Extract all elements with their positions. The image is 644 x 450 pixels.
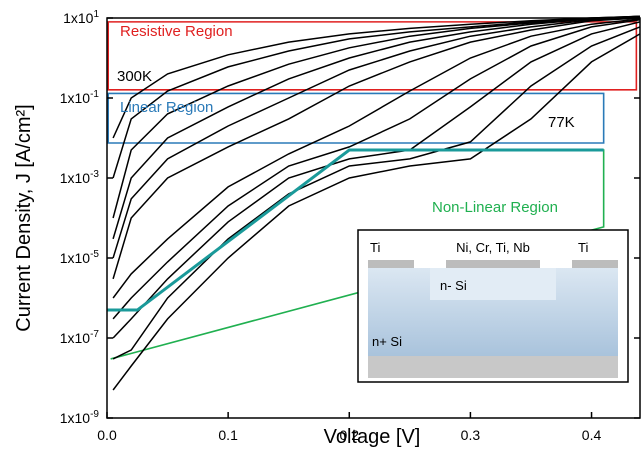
y-tick-exponent: -3 <box>90 169 99 180</box>
y-tick-exponent: -5 <box>90 249 99 260</box>
data-line <box>112 17 641 280</box>
region-label: Linear Region <box>120 99 213 116</box>
y-tick-label: 1x10-7 <box>60 329 100 346</box>
data-line <box>112 15 641 240</box>
region-outline <box>107 92 605 144</box>
inset-label: n+ Si <box>372 334 402 349</box>
data-line <box>112 19 641 320</box>
plot-frame <box>106 17 641 419</box>
y-tick-base: 1x10 <box>60 250 91 266</box>
annotation: 300K <box>117 68 152 85</box>
inset-right-contact <box>572 260 618 268</box>
y-tick-base: 1x10 <box>60 410 91 426</box>
inset-label: n- Si <box>440 278 467 293</box>
y-tick-label: 1x10-3 <box>60 169 100 186</box>
inset-diagram: Ni, Cr, Ti, Nb n- Si Ti Ti n+ Si <box>357 229 629 383</box>
data-line <box>112 26 641 360</box>
y-tick-label: 1x10-1 <box>60 89 100 106</box>
inset-top-metal <box>446 260 540 268</box>
inset-label: Ti <box>578 240 588 255</box>
plot-area: Resistive Region Linear Region Non-Linear … <box>60 9 641 443</box>
data-line <box>112 15 641 179</box>
x-tick-label: 0.4 <box>582 427 602 443</box>
y-tick-base: 1x10 <box>63 10 94 26</box>
y-tick-exponent: 1 <box>93 9 99 20</box>
y-tick-label: 1x101 <box>63 9 99 26</box>
x-tick-label: 0.0 <box>97 427 117 443</box>
x-tick-label: 0.1 <box>218 427 238 443</box>
data-line <box>112 33 641 391</box>
region-label: Resistive Region <box>120 23 233 40</box>
y-tick-exponent: -1 <box>90 89 99 100</box>
y-tick-label: 1x10-5 <box>60 249 100 266</box>
data-line <box>112 16 641 259</box>
region-outline <box>107 21 638 91</box>
data-line <box>112 15 641 219</box>
x-tick-label: 0.2 <box>340 427 360 443</box>
inset-base <box>368 356 618 378</box>
inset-label: Ni, Cr, Ti, Nb <box>456 240 530 255</box>
y-tick-label: 1x10-9 <box>60 409 100 426</box>
inset-left-contact <box>368 260 414 268</box>
annotation: 77K <box>548 114 575 131</box>
x-axis-label: Voltage [V] <box>324 426 421 448</box>
y-tick-base: 1x10 <box>60 330 91 346</box>
inset-label: Ti <box>370 240 380 255</box>
data-line <box>112 21 641 339</box>
inset-mesa-top <box>430 268 556 300</box>
y-axis-label: Current Density, J [A/cm²] <box>13 104 35 331</box>
y-tick-exponent: -7 <box>90 329 99 340</box>
y-tick-exponent: -9 <box>90 409 99 420</box>
y-tick-base: 1x10 <box>60 170 91 186</box>
region-label: Non-Linear Region <box>432 199 558 216</box>
data-line <box>112 18 641 299</box>
x-tick-label: 0.3 <box>461 427 481 443</box>
y-tick-base: 1x10 <box>60 90 91 106</box>
fit-line <box>107 148 604 312</box>
